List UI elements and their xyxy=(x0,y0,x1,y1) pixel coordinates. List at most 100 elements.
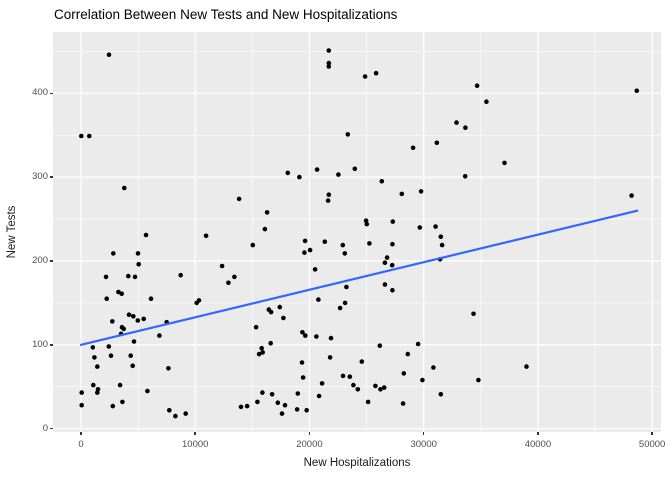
data-point xyxy=(389,262,395,268)
data-point xyxy=(269,392,275,397)
data-point xyxy=(92,355,97,360)
data-point xyxy=(325,198,331,203)
x-tick-label: 20000 xyxy=(296,439,323,450)
data-point xyxy=(390,288,395,293)
data-point xyxy=(79,133,84,139)
plot-canvas xyxy=(53,32,661,432)
data-point xyxy=(337,305,343,311)
x-tick-mark xyxy=(308,432,311,435)
x-tick-label: 40000 xyxy=(524,439,552,450)
data-point xyxy=(373,70,379,76)
data-point xyxy=(132,274,138,280)
data-point xyxy=(471,311,476,317)
data-point xyxy=(316,393,322,399)
data-point xyxy=(326,64,332,69)
data-point xyxy=(178,272,183,278)
data-point xyxy=(87,133,92,139)
data-point xyxy=(219,263,225,269)
data-point xyxy=(410,145,416,151)
data-point xyxy=(342,251,348,256)
data-point xyxy=(279,411,285,416)
data-point xyxy=(268,309,274,315)
x-tick-mark xyxy=(651,432,653,435)
data-point xyxy=(314,167,320,172)
data-point xyxy=(433,224,438,229)
data-point xyxy=(382,282,388,287)
data-point xyxy=(255,399,260,405)
data-point xyxy=(347,374,353,380)
data-point xyxy=(157,333,162,338)
data-point xyxy=(399,191,405,197)
data-point xyxy=(463,125,468,130)
x-tick-label: 0 xyxy=(78,439,84,450)
plot-panel xyxy=(53,32,661,432)
data-point xyxy=(314,334,319,339)
x-tick-mark xyxy=(537,432,539,435)
data-point xyxy=(379,179,385,184)
data-point xyxy=(319,381,325,386)
data-point xyxy=(130,363,135,369)
data-point xyxy=(166,366,171,371)
data-point xyxy=(382,260,388,265)
data-point xyxy=(434,140,440,146)
data-point xyxy=(126,273,131,279)
y-tick-mark xyxy=(50,427,53,430)
data-point xyxy=(300,375,306,380)
data-point xyxy=(281,315,286,321)
data-point xyxy=(381,385,387,390)
data-point xyxy=(340,242,346,248)
data-point xyxy=(103,274,109,280)
data-point xyxy=(95,364,100,369)
y-tick-label: 400 xyxy=(32,87,48,99)
data-point xyxy=(294,407,300,412)
data-point xyxy=(128,353,133,359)
data-point xyxy=(438,392,444,397)
y-tick-mark xyxy=(50,92,53,95)
data-point xyxy=(110,319,115,324)
data-point xyxy=(378,387,383,392)
data-point xyxy=(401,371,407,376)
data-point xyxy=(260,350,265,355)
x-tick-label: 10000 xyxy=(182,439,209,450)
data-point xyxy=(196,298,202,303)
data-point xyxy=(126,312,132,318)
data-point xyxy=(390,241,395,247)
y-tick-mark xyxy=(50,344,53,346)
data-point xyxy=(351,382,356,388)
data-point xyxy=(484,99,489,104)
data-point xyxy=(367,241,372,246)
data-point xyxy=(106,344,112,349)
data-point xyxy=(141,316,146,322)
y-axis-title: New Tests xyxy=(6,205,18,259)
data-point xyxy=(117,382,123,388)
data-point xyxy=(327,355,333,360)
data-point xyxy=(131,339,137,344)
data-point xyxy=(236,196,242,202)
data-point xyxy=(420,377,425,383)
data-point xyxy=(417,225,423,230)
data-point xyxy=(302,238,308,244)
data-point xyxy=(439,242,445,248)
data-point xyxy=(454,120,459,125)
data-point xyxy=(268,340,273,346)
data-point xyxy=(143,232,149,238)
data-point xyxy=(405,351,411,357)
data-point xyxy=(384,255,390,260)
data-point xyxy=(135,251,141,256)
data-point xyxy=(253,324,259,330)
data-point xyxy=(629,193,634,198)
data-point xyxy=(304,408,309,413)
data-point xyxy=(226,280,231,286)
data-point xyxy=(259,345,264,351)
data-point xyxy=(145,388,150,394)
data-point xyxy=(431,365,436,370)
data-point xyxy=(474,83,480,88)
y-tick-mark xyxy=(50,176,53,178)
data-point xyxy=(260,390,265,395)
data-point xyxy=(173,413,178,419)
data-point xyxy=(359,359,365,364)
data-point xyxy=(400,401,406,406)
data-point xyxy=(345,132,351,137)
data-point xyxy=(277,304,283,310)
data-point xyxy=(136,262,141,267)
